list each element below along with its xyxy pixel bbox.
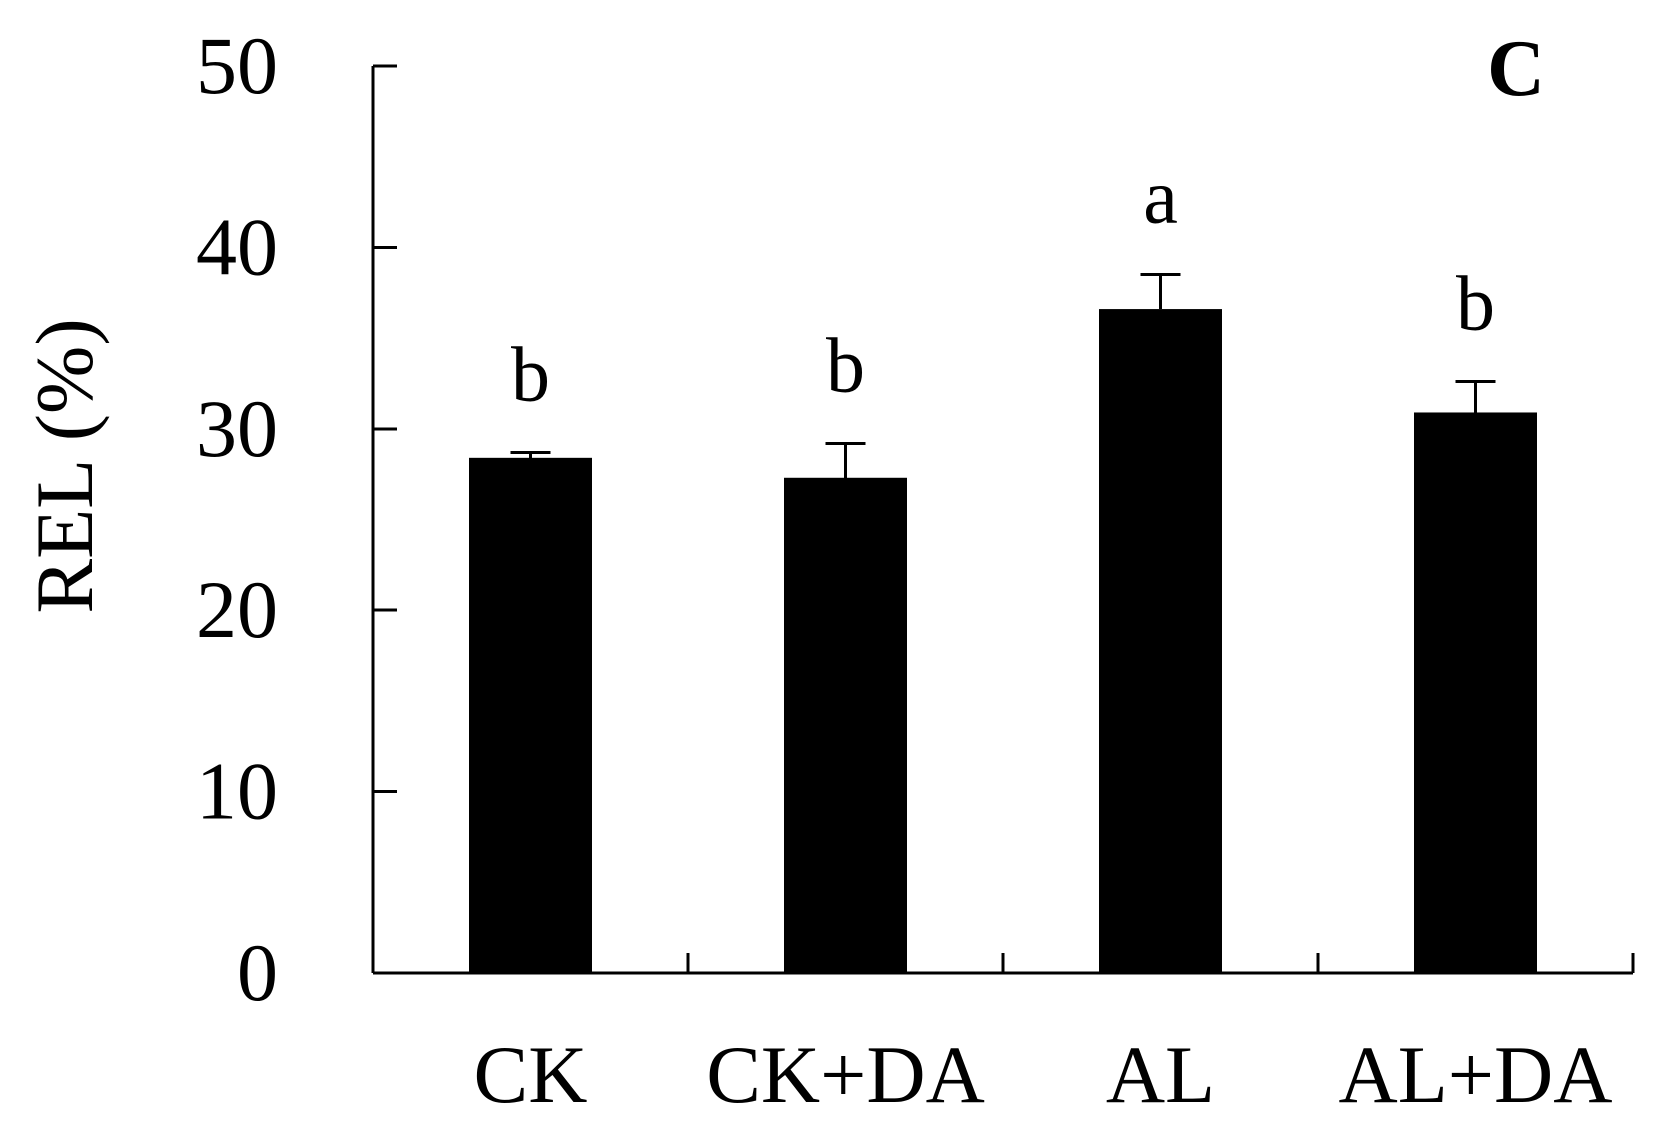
- bar-ck: [469, 457, 592, 974]
- y-axis-label: REL (%): [19, 318, 110, 613]
- x-tick-label-ck: CK: [474, 1029, 588, 1120]
- x-tick-label-al: AL: [1106, 1029, 1215, 1120]
- significance-letter-al-da: b: [1456, 260, 1495, 347]
- y-tick-label: 30: [196, 383, 278, 474]
- panel-label: C: [1487, 25, 1545, 113]
- x-tick-labels-group: CK CK+DA AL AL+DA: [474, 1029, 1613, 1120]
- y-ticks-group: 0 10 20 30 40 50: [196, 20, 397, 1018]
- significance-letter-al: a: [1143, 153, 1178, 240]
- y-tick-label: 10: [196, 746, 278, 837]
- bar-ck-da: [784, 477, 907, 973]
- bar-al: [1099, 309, 1222, 973]
- x-ticks-group: [686, 953, 1635, 973]
- y-tick-label: 40: [196, 201, 278, 292]
- y-tick-label: 20: [196, 564, 278, 655]
- x-tick-label-al-da: AL+DA: [1339, 1029, 1613, 1120]
- error-bars-group: [510, 273, 1496, 478]
- y-tick-label: 0: [237, 927, 278, 1018]
- bar-al-da: [1414, 412, 1537, 973]
- x-tick-label-ck-da: CK+DA: [706, 1029, 985, 1120]
- significance-letter-ck-da: b: [826, 321, 865, 408]
- significance-letter-ck: b: [511, 330, 550, 417]
- significance-letters-group: b b a b: [511, 153, 1495, 418]
- bars-group: [469, 309, 1537, 974]
- y-tick-label: 50: [196, 20, 278, 111]
